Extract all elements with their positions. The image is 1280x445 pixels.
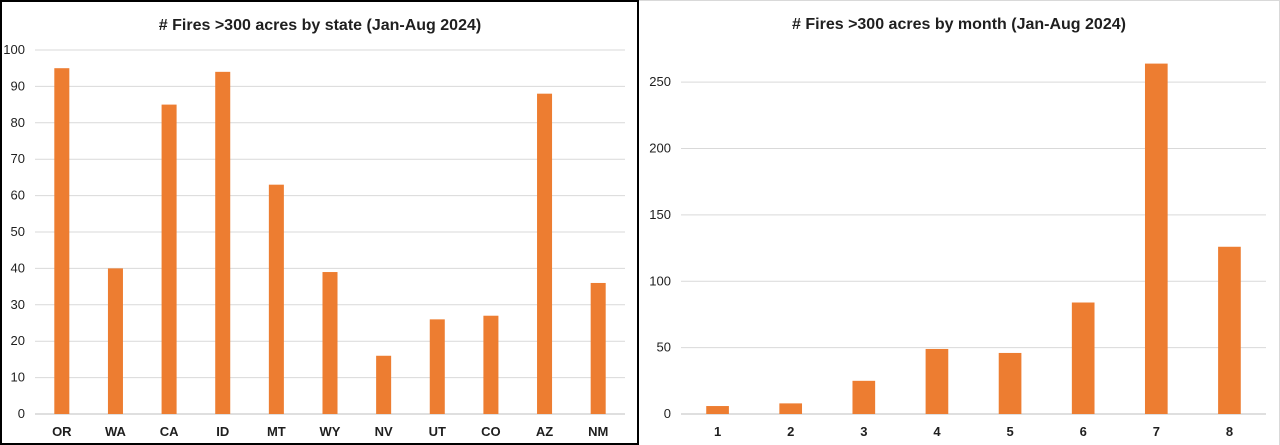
y-tick-label: 60 xyxy=(11,188,25,203)
x-tick-label: 2 xyxy=(787,424,794,439)
x-tick-label: CA xyxy=(160,424,179,439)
bar xyxy=(590,282,606,414)
state-chart-panel: # Fires >300 acres by state (Jan-Aug 202… xyxy=(0,0,639,445)
bar xyxy=(1218,246,1241,414)
bar xyxy=(779,403,803,414)
y-tick-label: 0 xyxy=(18,406,25,421)
x-tick-label: OR xyxy=(52,424,72,439)
bar xyxy=(107,268,123,414)
bar xyxy=(537,93,553,415)
y-tick-label: 250 xyxy=(649,74,671,89)
bar xyxy=(706,406,729,414)
x-tick-label: 6 xyxy=(1080,424,1087,439)
x-tick-label: NV xyxy=(375,424,393,439)
y-tick-label: 200 xyxy=(649,141,671,156)
x-tick-label: CO xyxy=(481,424,501,439)
bar xyxy=(429,319,445,414)
x-tick-label: NM xyxy=(588,424,608,439)
y-tick-label: 20 xyxy=(11,333,25,348)
bar xyxy=(215,71,231,414)
y-tick-label: 90 xyxy=(11,78,25,93)
y-tick-label: 50 xyxy=(11,224,25,239)
bar xyxy=(1071,302,1095,414)
x-tick-label: UT xyxy=(429,424,446,439)
month-chart: # Fires >300 acres by month (Jan-Aug 202… xyxy=(649,16,1266,439)
state-chart: # Fires >300 acres by state (Jan-Aug 202… xyxy=(3,17,625,439)
x-tick-label: WY xyxy=(320,424,341,439)
x-tick-label: MT xyxy=(267,424,286,439)
bar xyxy=(852,380,876,414)
x-tick-label: 5 xyxy=(1006,424,1013,439)
y-tick-label: 50 xyxy=(657,340,671,355)
bar xyxy=(161,104,177,414)
y-tick-label: 150 xyxy=(649,207,671,222)
y-tick-label: 80 xyxy=(11,115,25,130)
bar xyxy=(483,315,499,414)
bar xyxy=(925,348,949,414)
bar xyxy=(998,352,1022,414)
x-tick-label: ID xyxy=(216,424,229,439)
x-tick-label: WA xyxy=(105,424,127,439)
x-tick-label: AZ xyxy=(536,424,553,439)
x-tick-label: 7 xyxy=(1153,424,1160,439)
chart-title: # Fires >300 acres by state (Jan-Aug 202… xyxy=(159,17,481,34)
bar xyxy=(1144,63,1168,414)
y-tick-label: 30 xyxy=(11,297,25,312)
bar xyxy=(376,355,392,414)
bar xyxy=(268,184,284,414)
x-tick-label: 8 xyxy=(1226,424,1233,439)
bar xyxy=(54,68,70,414)
bar xyxy=(322,272,338,414)
y-tick-label: 10 xyxy=(11,370,25,385)
chart-title: # Fires >300 acres by month (Jan-Aug 202… xyxy=(792,16,1126,33)
y-tick-label: 0 xyxy=(664,406,671,421)
x-tick-label: 3 xyxy=(860,424,867,439)
month-chart-panel: # Fires >300 acres by month (Jan-Aug 202… xyxy=(639,0,1280,445)
y-tick-label: 70 xyxy=(11,151,25,166)
y-tick-label: 100 xyxy=(649,273,671,288)
x-tick-label: 1 xyxy=(714,424,721,439)
x-tick-label: 4 xyxy=(933,424,941,439)
y-tick-label: 100 xyxy=(3,42,25,57)
y-tick-label: 40 xyxy=(11,260,25,275)
